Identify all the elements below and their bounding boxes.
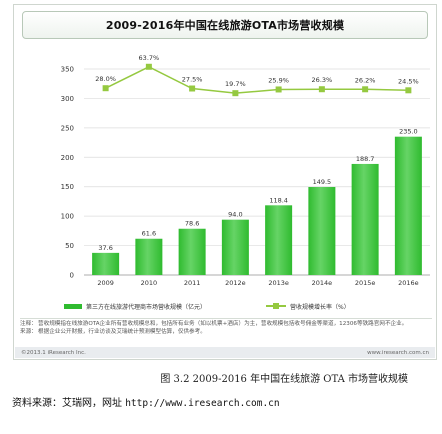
bar bbox=[394, 136, 422, 275]
x-tick-label: 2012e bbox=[225, 279, 246, 287]
growth-point bbox=[102, 85, 109, 92]
y-tick-label: 100 bbox=[61, 213, 74, 221]
copyright-text: ©2013.1 iResearch Inc. bbox=[21, 349, 86, 356]
y-tick-label: 250 bbox=[61, 124, 74, 132]
growth-point bbox=[145, 63, 152, 70]
y-tick-label: 350 bbox=[61, 66, 74, 74]
bar-value-label: 235.0 bbox=[399, 128, 418, 136]
x-tick-label: 2013e bbox=[268, 279, 289, 287]
source-line: 资料来源：艾瑞网，网址 http://www.iresearch.com.cn bbox=[12, 394, 280, 409]
growth-line bbox=[105, 65, 409, 94]
figure-caption: 图 3.2 2009-2016 年中国在线旅游 OTA 市场营收规模 bbox=[160, 374, 408, 385]
bar bbox=[265, 205, 293, 275]
growth-value-label: 25.9% bbox=[268, 76, 289, 84]
x-tick-label: 2009 bbox=[97, 279, 114, 287]
source-label: 资料来源：艾瑞网，网址 bbox=[12, 398, 126, 409]
x-tick-label: 2016e bbox=[398, 279, 419, 287]
growth-value-label: 63.7% bbox=[139, 54, 160, 62]
y-tick-label: 0 bbox=[70, 272, 74, 280]
bar bbox=[92, 252, 120, 275]
bar-value-label: 118.4 bbox=[269, 196, 288, 204]
growth-value-label: 19.7% bbox=[225, 80, 246, 88]
y-tick-label: 200 bbox=[61, 154, 74, 162]
x-tick-label: 2011 bbox=[184, 279, 201, 287]
website-text: www.iresearch.com.cn bbox=[367, 349, 429, 356]
note-text: 根据企业公开财报，行业访谈及艾瑞统计预测模型估算，仅供参考。 bbox=[38, 328, 206, 335]
bar-value-label: 94.0 bbox=[228, 211, 242, 219]
chart-footer: ©2013.1 iResearch Inc. www.iresearch.com… bbox=[15, 347, 435, 358]
growth-point bbox=[189, 85, 196, 92]
chart-notes: 注释： 营收规模指在线旅游OTA企业所有营收规模总和，包括所有业务（如以机票+酒… bbox=[20, 318, 432, 343]
x-tick-label: 2014e bbox=[312, 279, 333, 287]
note-row-annotation: 注释： 营收规模指在线旅游OTA企业所有营收规模总和，包括所有业务（如以机票+酒… bbox=[20, 321, 432, 329]
growth-value-label: 28.0% bbox=[95, 75, 116, 83]
x-tick-label: 2015e bbox=[355, 279, 376, 287]
x-tick-label: 2010 bbox=[141, 279, 158, 287]
growth-point bbox=[232, 90, 239, 97]
note-label: 注释： bbox=[20, 321, 37, 327]
bar-value-label: 61.6 bbox=[142, 230, 156, 238]
legend-bar-swatch bbox=[64, 303, 82, 309]
bar bbox=[178, 228, 206, 275]
bar bbox=[221, 219, 249, 275]
bar bbox=[135, 238, 163, 275]
legend-bar-label: 第三方在线旅游代理商市场营收规模（亿元） bbox=[86, 303, 207, 311]
chart-legend: 第三方在线旅游代理商市场营收规模（亿元） 营收规模增长率（%） bbox=[64, 299, 424, 313]
chart-figure: 2009-2016年中国在线旅游OTA市场营收规模 0 50 100 150 200 25… bbox=[13, 4, 437, 360]
growth-point bbox=[405, 87, 412, 94]
note-row-source: 来源： 根据企业公开财报，行业访谈及艾瑞统计预测模型估算，仅供参考。 bbox=[20, 329, 432, 337]
legend-line-swatch bbox=[266, 303, 287, 309]
growth-point bbox=[362, 86, 369, 93]
chart-title: 2009-2016年中国在线旅游OTA市场营收规模 bbox=[105, 19, 345, 32]
bar-value-label: 37.6 bbox=[98, 244, 112, 252]
legend-item-line: 营收规模增长率（%） bbox=[266, 302, 350, 311]
chart-plot: 0 50 100 150 200 250 300 350 37.6 2009 61.6 2010 78.… bbox=[61, 54, 430, 287]
growth-point bbox=[275, 86, 282, 93]
y-tick-label: 300 bbox=[61, 95, 74, 103]
note-label: 来源： bbox=[20, 328, 37, 335]
growth-point bbox=[318, 86, 325, 93]
bar bbox=[308, 187, 336, 275]
growth-value-label: 27.5% bbox=[182, 76, 203, 84]
y-tick-label: 50 bbox=[65, 242, 74, 250]
growth-value-label: 26.3% bbox=[312, 76, 333, 84]
bar-value-label: 78.6 bbox=[185, 220, 199, 228]
legend-item-bars: 第三方在线旅游代理商市场营收规模（亿元） bbox=[64, 302, 206, 311]
bar bbox=[351, 163, 379, 275]
growth-value-label: 26.2% bbox=[355, 76, 376, 84]
note-text: 营收规模指在线旅游OTA企业所有营收规模总和，包括所有业务（如以机票+酒店）为主… bbox=[38, 321, 408, 327]
bar-value-label: 149.5 bbox=[313, 178, 332, 186]
legend-line-label: 营收规模增长率（%） bbox=[290, 303, 350, 311]
source-url: http://www.iresearch.com.cn bbox=[125, 398, 280, 409]
chart-title-bar: 2009-2016年中国在线旅游OTA市场营收规模 bbox=[22, 11, 428, 39]
bar-value-label: 188.7 bbox=[356, 155, 375, 163]
growth-value-label: 24.5% bbox=[398, 77, 419, 85]
y-tick-label: 150 bbox=[61, 183, 74, 191]
